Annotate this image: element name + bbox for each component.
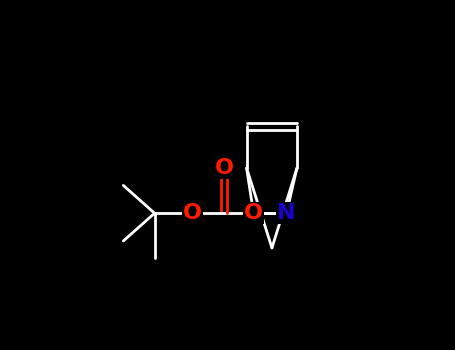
Text: O: O (244, 203, 263, 223)
Text: O: O (214, 158, 233, 178)
Text: N: N (277, 203, 296, 223)
Text: O: O (183, 203, 202, 223)
